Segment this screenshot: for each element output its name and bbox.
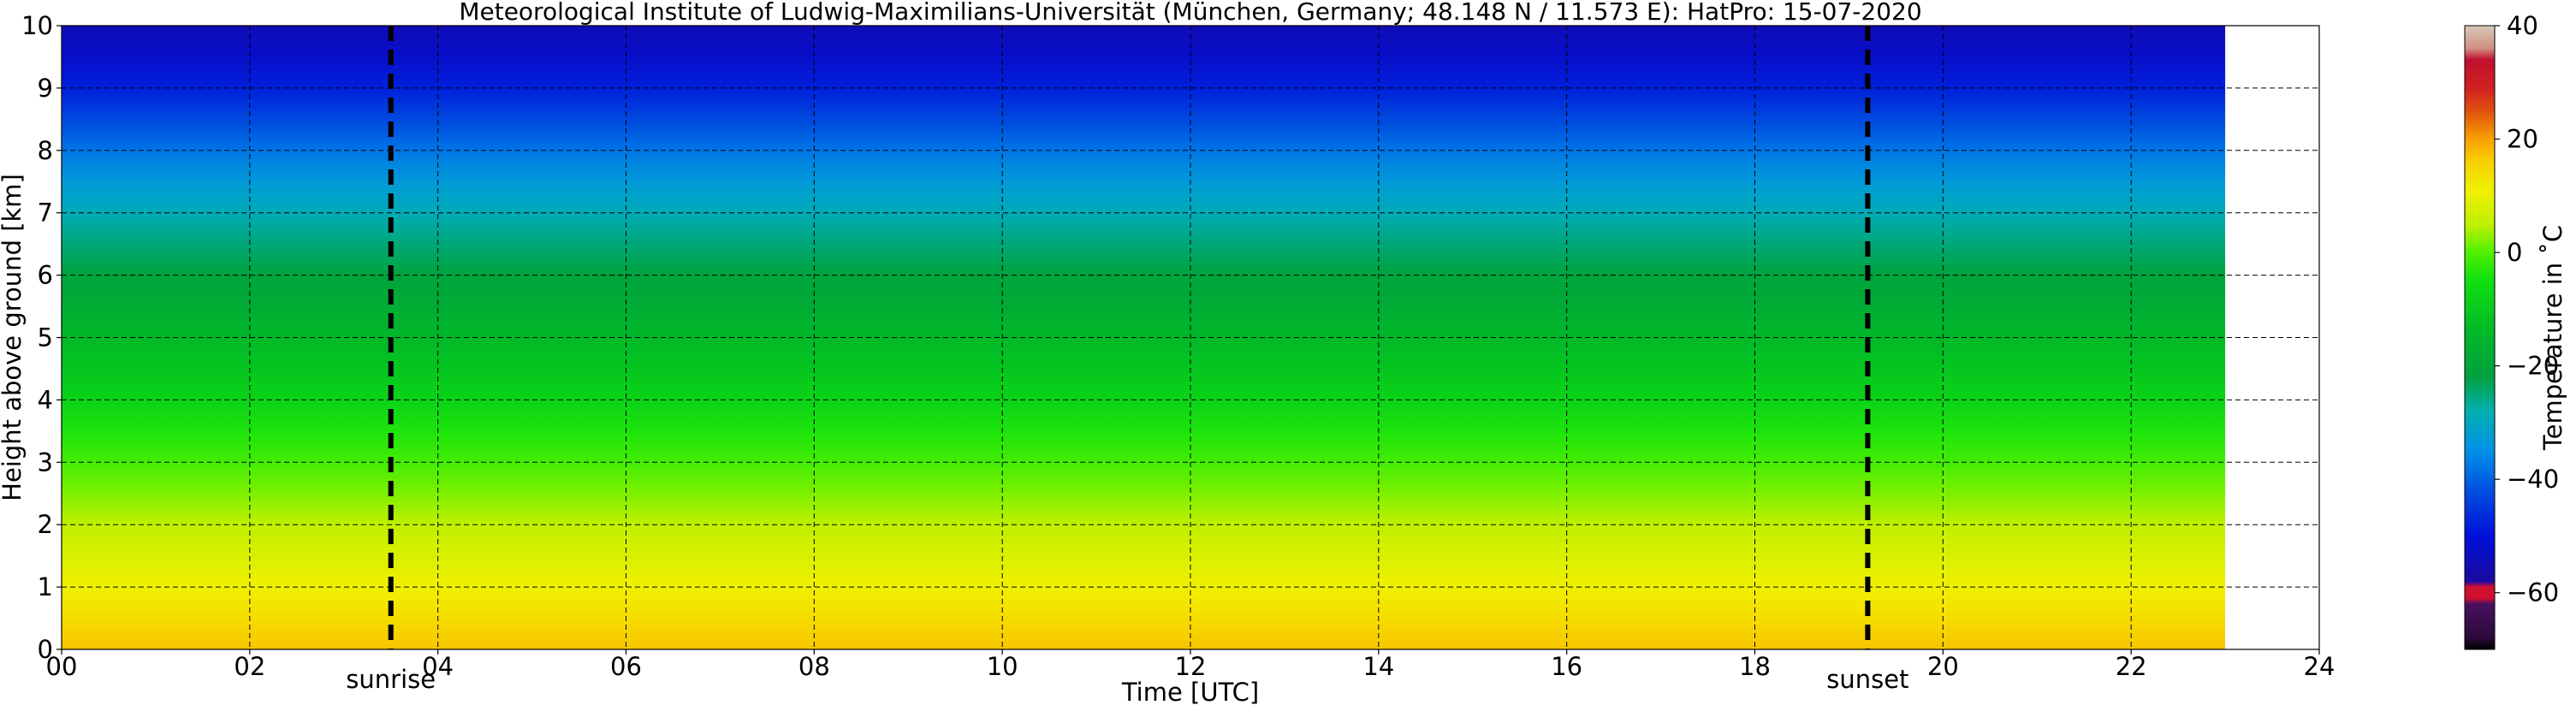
y-tick-label: 3 <box>38 447 53 477</box>
colorbar-label: Temperature in ˚C <box>2538 225 2567 451</box>
x-axis-ticks: 00 02 04 06 08 10 12 14 16 18 20 22 24 <box>46 649 2336 681</box>
colorbar-tick-label: −40 <box>2507 465 2559 494</box>
x-tick-label: 14 <box>1362 652 1394 681</box>
y-tick-label: 8 <box>38 136 53 165</box>
y-tick-label: 7 <box>38 198 53 228</box>
colorbar: 40 20 0 −20 −40 −60 Temperature in ˚C <box>2464 11 2567 650</box>
y-tick-label: 1 <box>38 572 53 601</box>
x-tick-label: 04 <box>422 652 454 681</box>
y-tick-label: 0 <box>38 635 53 664</box>
colorbar-scale <box>2464 25 2496 650</box>
x-tick-label: 22 <box>2116 652 2147 681</box>
y-axis-label: Height above ground [km] <box>0 174 27 501</box>
x-axis-label: Time [UTC] <box>1121 678 1259 705</box>
sunrise-label: sunrise <box>346 665 436 694</box>
colorbar-tick-label: 0 <box>2507 238 2522 267</box>
x-tick-label: 24 <box>2304 652 2336 681</box>
y-tick-label: 10 <box>21 11 53 40</box>
x-tick-label: 18 <box>1739 652 1771 681</box>
colorbar-tick-label: 40 <box>2507 11 2538 40</box>
x-tick-label: 12 <box>1175 652 1207 681</box>
x-tick-label: 20 <box>1927 652 1959 681</box>
x-tick-label: 16 <box>1551 652 1582 681</box>
x-tick-label: 06 <box>610 652 642 681</box>
x-tick-label: 02 <box>234 652 265 681</box>
colorbar-tick-label: −60 <box>2507 578 2559 607</box>
y-tick-label: 5 <box>38 323 53 352</box>
y-axis-ticks: 0 1 2 3 4 5 6 7 8 9 10 <box>21 11 62 664</box>
y-tick-label: 4 <box>38 385 53 414</box>
colorbar-ticks: 40 20 0 −20 −40 −60 <box>2495 11 2559 607</box>
sunset-label: sunset <box>1826 665 1908 694</box>
plot-area: sunrise sunset <box>61 25 2320 694</box>
y-tick-label: 6 <box>38 261 53 290</box>
gridlines <box>62 26 2319 649</box>
chart-title: Meteorological Institute of Ludwig-Maxim… <box>459 0 1921 26</box>
sun-annotations: sunrise sunset <box>346 26 1909 694</box>
x-tick-label: 00 <box>46 652 78 681</box>
colorbar-tick-label: 20 <box>2507 125 2538 154</box>
y-tick-label: 9 <box>38 74 53 103</box>
colorbar-tick-label: −20 <box>2507 352 2559 381</box>
x-tick-label: 08 <box>798 652 830 681</box>
x-tick-label: 10 <box>987 652 1018 681</box>
y-tick-label: 2 <box>38 510 53 539</box>
